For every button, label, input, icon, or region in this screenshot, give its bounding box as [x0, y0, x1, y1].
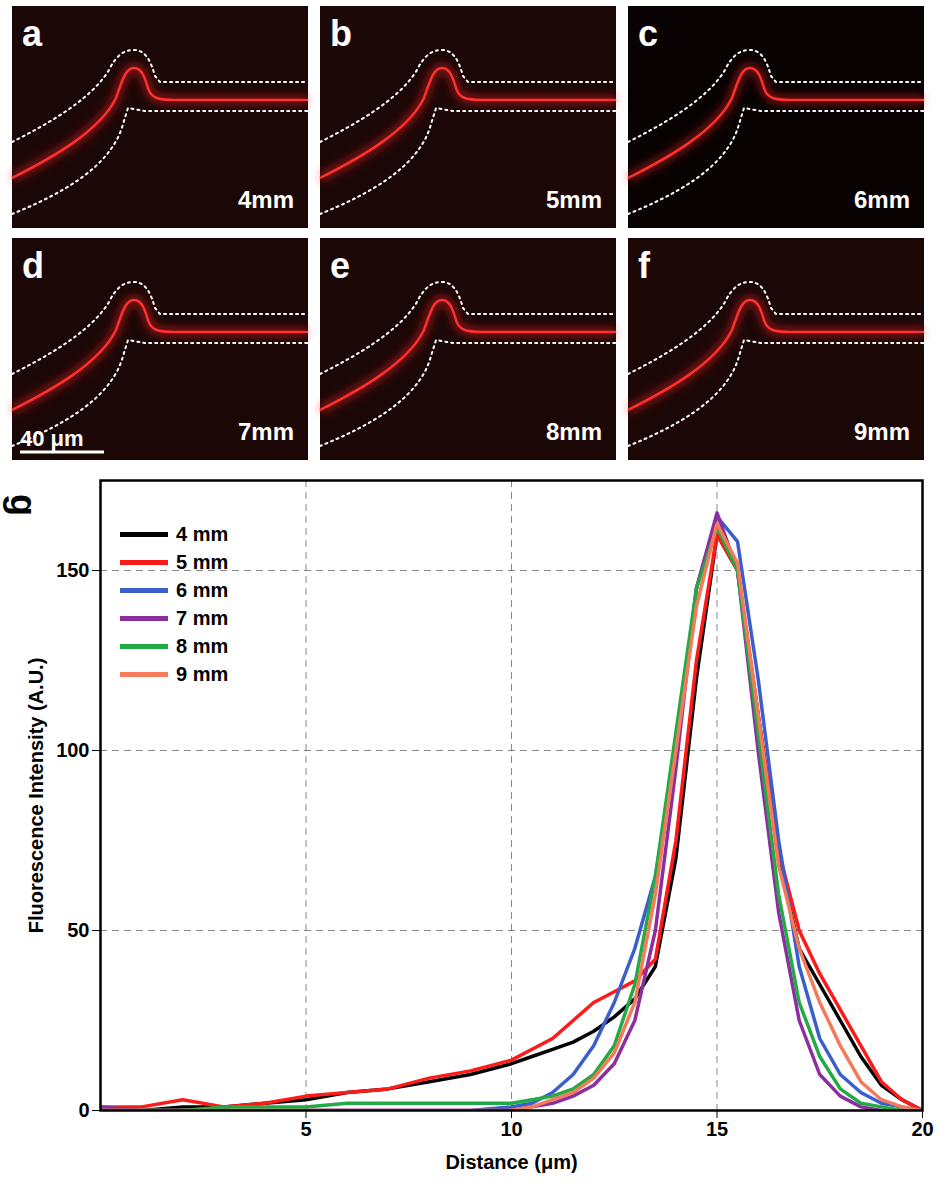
svg-text:150: 150: [56, 559, 89, 581]
svg-text:50: 50: [67, 919, 89, 941]
svg-text:e: e: [330, 245, 350, 286]
html-text:9 mm: 9 mm: [176, 662, 229, 685]
svg-text:7mm: 7mm: [238, 418, 294, 445]
svg-text:Distance (μm): Distance (μm): [445, 1151, 577, 1173]
svg-text:40 μm: 40 μm: [20, 426, 84, 451]
svg-text:d: d: [22, 245, 44, 286]
svg-text:a: a: [22, 13, 43, 54]
html-text:7 mm: 7 mm: [176, 606, 229, 629]
svg-text:15: 15: [706, 1118, 728, 1140]
svg-text:b: b: [330, 13, 352, 54]
svg-text:0: 0: [78, 1099, 89, 1121]
svg-text:5: 5: [300, 1118, 311, 1140]
svg-text:c: c: [638, 13, 658, 54]
svg-text:f: f: [638, 245, 651, 286]
svg-text:10: 10: [500, 1118, 522, 1140]
svg-text:20: 20: [911, 1118, 933, 1140]
svg-text:5mm: 5mm: [546, 186, 602, 213]
html-text:8 mm: 8 mm: [176, 634, 229, 657]
svg-text:8mm: 8mm: [546, 418, 602, 445]
html-text:5 mm: 5 mm: [176, 550, 229, 573]
html-text:g: g: [3, 494, 44, 516]
html-text:4 mm: 4 mm: [176, 522, 229, 545]
svg-text:Fluorescence Intensity (A.U.): Fluorescence Intensity (A.U.): [25, 658, 47, 934]
svg-text:6mm: 6mm: [854, 186, 910, 213]
svg-text:4mm: 4mm: [238, 186, 294, 213]
svg-text:100: 100: [56, 739, 89, 761]
html-text:6 mm: 6 mm: [176, 578, 229, 601]
svg-text:9mm: 9mm: [854, 418, 910, 445]
